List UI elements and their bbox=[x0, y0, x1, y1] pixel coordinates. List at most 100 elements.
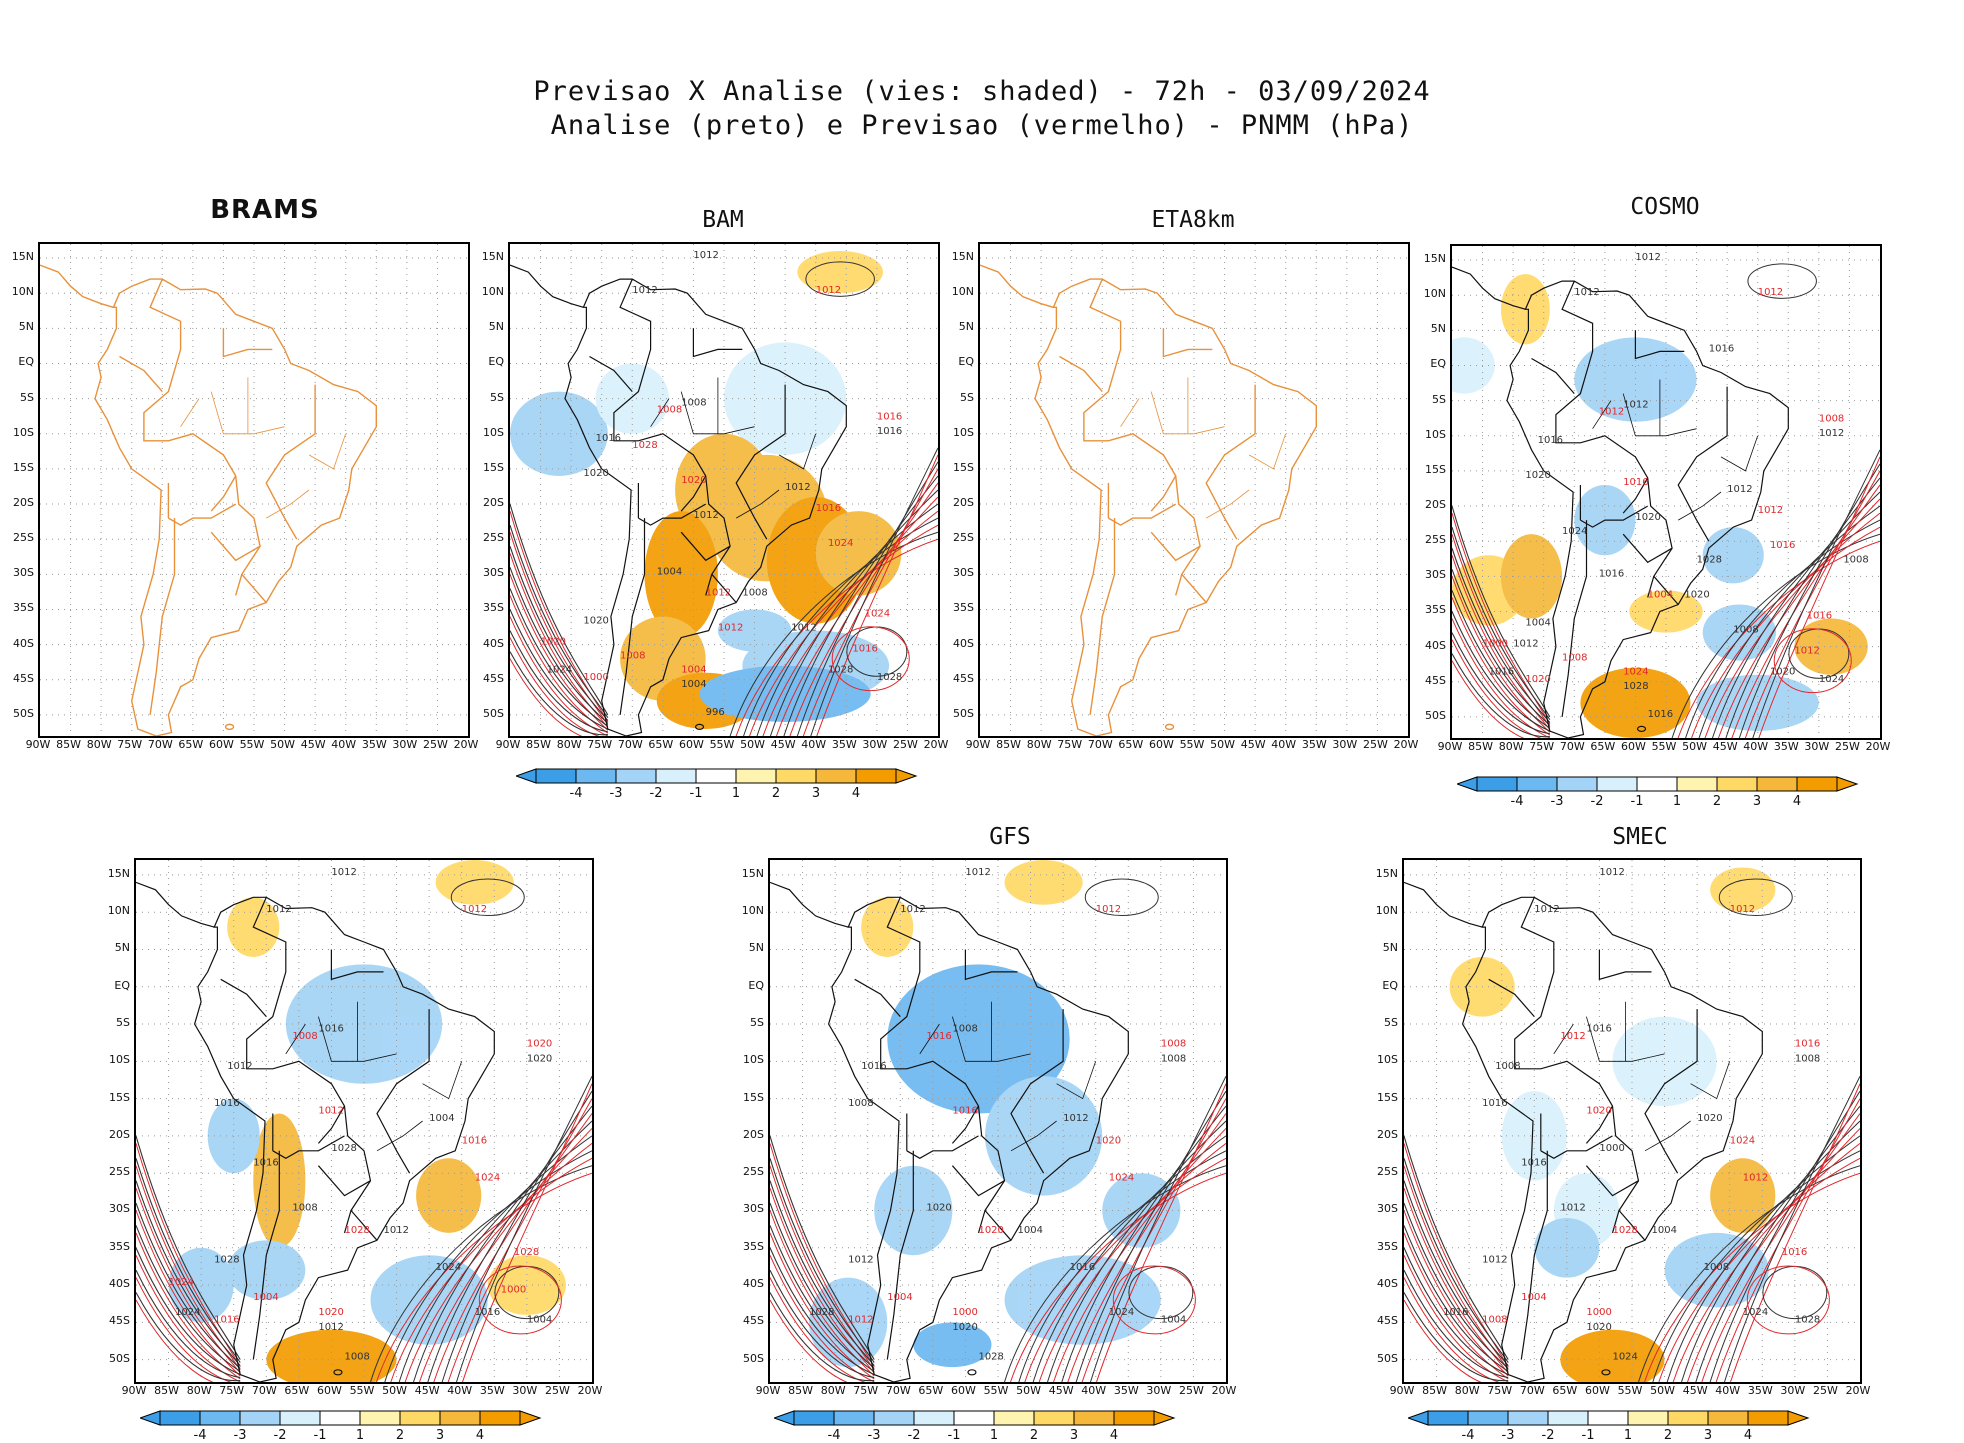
forecast-isobar bbox=[510, 510, 609, 723]
lon-tick-label: 60W bbox=[678, 738, 704, 751]
forecast-isobar bbox=[136, 1277, 232, 1382]
lon-tick-label: 45W bbox=[414, 1384, 440, 1397]
lat-tick-label: EQ bbox=[114, 978, 130, 992]
lon-tick-label: 90W bbox=[965, 738, 991, 751]
lon-tick-label: 25W bbox=[1178, 1384, 1204, 1397]
lat-tick-label: 30S bbox=[109, 1202, 130, 1216]
analysis-isobar-label: 1020 bbox=[1635, 512, 1660, 523]
analysis-isobar-label: 1012 bbox=[1574, 287, 1599, 298]
lat-tick-label: 15N bbox=[951, 250, 974, 264]
tropical-contour bbox=[1718, 878, 1793, 917]
forecast-isobar bbox=[1404, 1277, 1500, 1382]
analysis-isobar bbox=[398, 1135, 592, 1382]
map-panel-smec: 1012 1012 1016 1008 1016 1020 1012 1004 1008 1012… bbox=[1402, 858, 1862, 1384]
analysis-isobar-label: 1012 bbox=[693, 250, 718, 261]
isobars bbox=[1452, 263, 1880, 738]
forecast-isobar bbox=[1404, 1165, 1509, 1371]
analysis-isobar bbox=[456, 1076, 592, 1382]
forecast-isobar bbox=[1452, 618, 1551, 738]
analysis-isobar bbox=[1698, 505, 1880, 738]
analysis-isobar bbox=[1404, 1135, 1509, 1360]
analysis-isobar-label: 1012 bbox=[331, 867, 356, 878]
lat-tick-label: EQ bbox=[488, 355, 504, 369]
analysis-isobar bbox=[1452, 653, 1550, 738]
analysis-isobar-label: 1020 bbox=[1586, 1322, 1611, 1333]
forecast-isobar bbox=[1452, 555, 1551, 730]
lat-tick-label: 25S bbox=[743, 1165, 764, 1179]
analysis-isobar-label: 1004 bbox=[1652, 1225, 1677, 1236]
analysis-isobar-label: 1024 bbox=[1612, 1352, 1637, 1363]
lat-tick-label: 35S bbox=[743, 1239, 764, 1253]
lon-tick-label: 55W bbox=[239, 738, 265, 751]
colorbar-swatch bbox=[575, 768, 617, 784]
lat-tick-label: 45S bbox=[1425, 673, 1446, 687]
colorbar-swatch bbox=[399, 1410, 441, 1426]
analysis-isobar-label: 1008 bbox=[848, 1098, 873, 1109]
forecast-isobar-label: 1024 bbox=[1730, 1135, 1755, 1146]
analysis-isobar bbox=[1724, 1076, 1860, 1382]
analysis-isobar bbox=[783, 475, 938, 736]
colorbar-swatch bbox=[1627, 1410, 1669, 1426]
lat-tick-label: 50S bbox=[1425, 708, 1446, 722]
bias-region bbox=[1501, 1091, 1567, 1181]
forecast-isobar bbox=[762, 510, 938, 736]
lat-tick-label: 35S bbox=[953, 601, 974, 615]
analysis-isobar bbox=[770, 1247, 875, 1376]
lon-tick-label: 60W bbox=[1584, 1384, 1610, 1397]
lat-tick-label: 10S bbox=[743, 1053, 764, 1067]
lon-tick-label: 75W bbox=[117, 738, 143, 751]
lat-tick-label: 15S bbox=[1377, 1090, 1398, 1104]
analysis-isobar-label: 1020 bbox=[1697, 1113, 1722, 1124]
analysis-isobar bbox=[136, 1202, 241, 1369]
map-canvas: 1012 1012 1008 1016 1020 1012 1004 1008 1012 1020… bbox=[510, 244, 938, 736]
forecast-isobar-label: 1012 bbox=[318, 1106, 343, 1117]
panel-title-eta8km: ETA8km bbox=[1151, 207, 1235, 233]
colorbar-swatch bbox=[1516, 776, 1558, 792]
forecast-isobar bbox=[749, 524, 938, 736]
analysis-isobar-label: 1028 bbox=[214, 1255, 239, 1266]
analysis-isobar-label: 1004 bbox=[429, 1113, 454, 1124]
forecast-isobar bbox=[1452, 512, 1551, 725]
analysis-isobar-label: 1012 bbox=[848, 1255, 873, 1266]
map-canvas: 1012101210081016100810121020100410161012… bbox=[770, 860, 1226, 1382]
colorbar-swatch bbox=[993, 1410, 1035, 1426]
high-pressure-forecast bbox=[1773, 628, 1852, 694]
lon-tick-label: 35W bbox=[1113, 1384, 1139, 1397]
analysis-isobar bbox=[1738, 463, 1880, 738]
analysis-isobar-label: 1008 bbox=[1495, 1061, 1520, 1072]
analysis-isobar-label: 1016 bbox=[253, 1158, 278, 1169]
forecast-isobar-label: 1024 bbox=[828, 538, 853, 549]
analysis-isobar bbox=[1695, 1105, 1860, 1382]
analysis-isobar-label: 1016 bbox=[1599, 568, 1624, 579]
map-panel-bam: 1012 1012 1008 1016 1020 1012 1004 1008 1012 1020… bbox=[508, 242, 940, 738]
lat-tick-label: 5N bbox=[1430, 322, 1446, 336]
lat-tick-label: 10N bbox=[11, 285, 34, 299]
analysis-isobar-label: 1024 bbox=[436, 1262, 461, 1273]
graticule bbox=[1404, 860, 1860, 1382]
lat-tick-label: EQ bbox=[1430, 357, 1446, 371]
lat-tick-label: 25S bbox=[953, 531, 974, 545]
colorbar-swatch bbox=[855, 768, 897, 784]
lon-tick-label: 70W bbox=[147, 738, 173, 751]
forecast-isobar bbox=[1404, 1187, 1509, 1374]
colorbar-swatch bbox=[1476, 776, 1518, 792]
coastline bbox=[40, 264, 377, 736]
lat-tick-label: 10S bbox=[1377, 1053, 1398, 1067]
analysis-isobar-label: 1028 bbox=[1795, 1314, 1820, 1325]
analysis-isobar-label: 1016 bbox=[1521, 1158, 1546, 1169]
forecast-isobar-label: 1020 bbox=[527, 1038, 552, 1049]
analysis-isobar bbox=[136, 1247, 241, 1376]
forecast-isobar-label: 1024 bbox=[475, 1173, 500, 1184]
lat-tick-label: 30S bbox=[1377, 1202, 1398, 1216]
colorbar-smec: -4 -3 -2 -1 1 2 3 4 bbox=[1406, 1410, 1818, 1443]
forecast-isobar-label: 1024 bbox=[169, 1277, 194, 1288]
analysis-isobar-label: 1000 bbox=[1599, 1143, 1624, 1154]
analysis-isobar bbox=[1452, 632, 1550, 735]
colorbar-swatch bbox=[775, 768, 817, 784]
lon-tick-label: 25W bbox=[422, 738, 448, 751]
map-canvas bbox=[980, 244, 1408, 736]
lat-tick-label: 20S bbox=[109, 1127, 130, 1141]
lon-tick-label: 60W bbox=[1148, 738, 1174, 751]
lat-tick-label: 10N bbox=[741, 904, 764, 918]
analysis-isobar-label: 1016 bbox=[1489, 667, 1514, 678]
